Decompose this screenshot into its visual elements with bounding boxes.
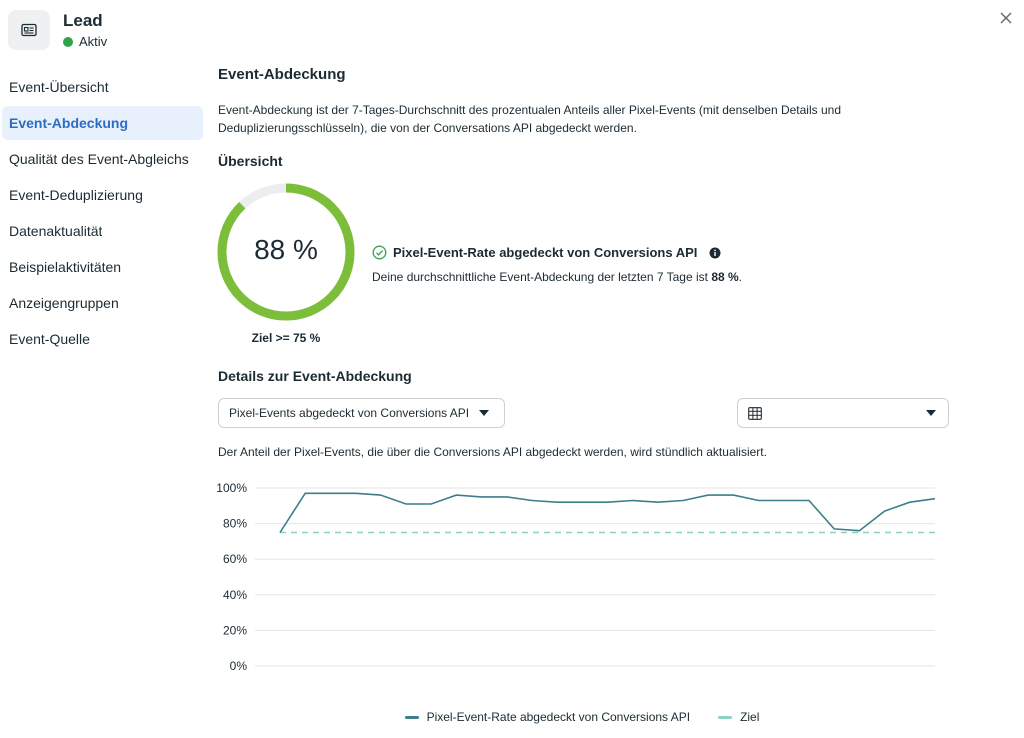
metric-dropdown[interactable]: Pixel-Events abgedeckt von Conversions A… — [218, 398, 505, 428]
rate-description: Deine durchschnittliche Event-Abdeckung … — [372, 270, 742, 284]
close-button[interactable] — [996, 8, 1016, 28]
sidebar-item-label: Event-Quelle — [9, 331, 90, 347]
chevron-down-icon — [926, 410, 936, 416]
gauge-value: 88 % — [254, 234, 318, 265]
section-description: Event-Abdeckung ist der 7-Tages-Durchsch… — [218, 103, 841, 135]
coverage-gauge — [217, 183, 355, 321]
sidebar-item-label: Qualität des Event-Abgleichs — [9, 151, 189, 167]
sidebar-item-label: Beispielaktivitäten — [9, 259, 122, 275]
close-icon — [1000, 12, 1012, 24]
date-range-dropdown[interactable] — [737, 398, 949, 428]
sidebar-item-event-coverage[interactable]: Event-Abdeckung — [2, 106, 203, 140]
chart-note: Der Anteil der Pixel-Events, die über di… — [218, 445, 767, 459]
coverage-line-chart: 100% 80% 60% 40% 20% 0% — [216, 481, 936, 673]
y-tick-label: 20% — [223, 623, 247, 637]
status-badge: Aktiv — [63, 34, 107, 49]
sidebar-item-label: Anzeigengruppen — [9, 295, 119, 311]
section-title: Event-Abdeckung — [218, 66, 346, 83]
y-tick-label: 40% — [223, 588, 247, 602]
rate-description-suffix: . — [738, 270, 743, 284]
rate-heading-row: Pixel-Event-Rate abgedeckt von Conversio… — [372, 245, 721, 260]
y-tick-label: 80% — [223, 517, 247, 531]
legend-item-goal[interactable]: Ziel — [718, 710, 759, 724]
overview-title: Übersicht — [218, 153, 283, 169]
rate-series-line — [279, 492, 936, 533]
legend-label: Pixel-Event-Rate abgedeckt von Conversio… — [426, 710, 691, 724]
y-tick-label: 100% — [216, 481, 247, 495]
gauge-goal: Ziel >= 75 % — [251, 331, 321, 345]
legend-label: Ziel — [740, 710, 760, 724]
sidebar-item-label: Event-Abdeckung — [9, 115, 129, 131]
chevron-down-icon — [479, 410, 490, 416]
calendar-grid-icon — [748, 406, 762, 420]
metric-dropdown-value: Pixel-Events abgedeckt von Conversions A… — [229, 406, 470, 420]
legend-swatch — [718, 715, 733, 719]
y-tick-label: 60% — [223, 552, 247, 566]
rate-description-value: 88 % — [711, 270, 739, 284]
status-dot-icon — [63, 36, 73, 47]
sidebar-item-label: Event-Übersicht — [9, 79, 109, 95]
legend-item-rate[interactable]: Pixel-Event-Rate abgedeckt von Conversio… — [404, 710, 691, 724]
sidebar-nav: Event-Übersicht Event-Abdeckung Qualität… — [0, 70, 210, 358]
gauge-fill — [217, 183, 355, 321]
sidebar-item-label: Datenaktualität — [9, 223, 103, 239]
sidebar-item-label: Event-Deduplizierung — [9, 187, 143, 203]
sidebar-item-event-deduplication[interactable]: Event-Deduplizierung — [2, 178, 203, 212]
sidebar-item-event-source[interactable]: Event-Quelle — [2, 322, 203, 356]
legend-swatch — [404, 715, 419, 719]
sidebar-item-sample-activities[interactable]: Beispielaktivitäten — [2, 250, 203, 284]
y-tick-label: 0% — [230, 659, 248, 673]
page-title: Lead — [63, 11, 103, 30]
sidebar-item-data-freshness[interactable]: Datenaktualität — [2, 214, 203, 248]
details-title: Details zur Event-Abdeckung — [218, 368, 412, 384]
info-icon[interactable] — [709, 247, 721, 259]
chart-legend: Pixel-Event-Rate abgedeckt von Conversio… — [0, 710, 1024, 724]
status-label: Aktiv — [79, 34, 108, 49]
sidebar-item-ad-sets[interactable]: Anzeigengruppen — [2, 286, 203, 320]
sidebar-item-event-match-quality[interactable]: Qualität des Event-Abgleichs — [2, 142, 203, 176]
rate-heading: Pixel-Event-Rate abgedeckt von Conversio… — [393, 245, 698, 260]
check-circle-icon — [372, 245, 387, 260]
rate-description-prefix: Deine durchschnittliche Event-Abdeckung … — [372, 270, 712, 284]
id-card-icon — [8, 10, 50, 50]
sidebar-item-event-overview[interactable]: Event-Übersicht — [2, 70, 203, 104]
